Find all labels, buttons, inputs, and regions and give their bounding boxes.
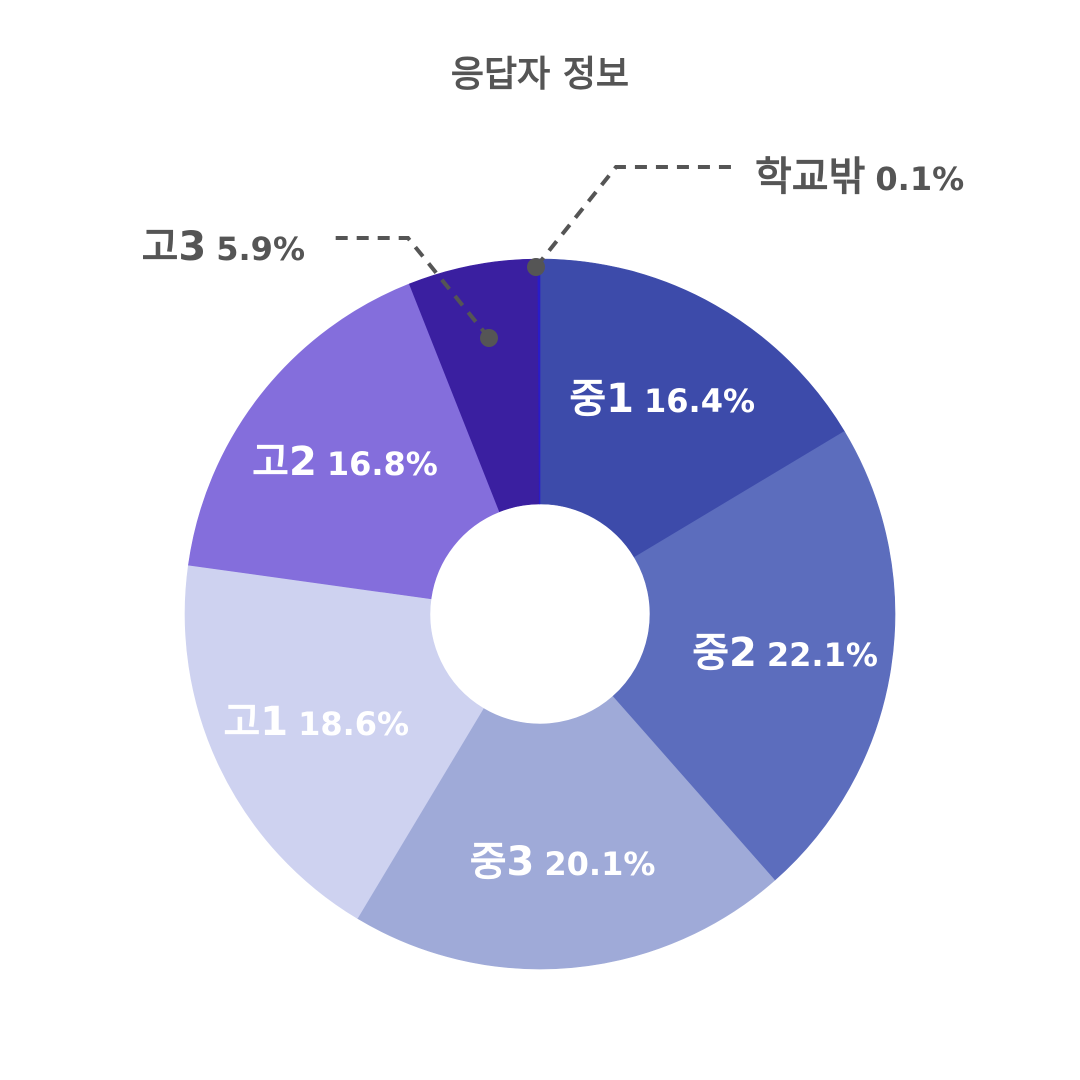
slice-label-name: 고3 xyxy=(142,224,207,270)
leader-dot-고3 xyxy=(480,329,498,347)
slice-label-name: 중2 xyxy=(692,630,757,676)
slice-label-value: 5.9% xyxy=(216,230,305,268)
slice-label-중1: 중1 16.4% xyxy=(569,376,755,422)
slice-고1 xyxy=(184,564,484,919)
slice-label-중2: 중2 22.1% xyxy=(692,630,878,676)
slice-중3 xyxy=(356,696,776,970)
leader-lines-group xyxy=(334,165,735,347)
slice-label-name: 고2 xyxy=(252,439,317,485)
slice-label-고3: 고3 5.9% xyxy=(142,224,305,270)
chart-title: 응답자 정보 xyxy=(451,54,629,95)
slice-label-고2: 고2 16.8% xyxy=(252,439,438,485)
slice-labels-group: 중1 16.4% 중2 22.1% 중3 20.1% 고1 18.6% 고2 16.8% 고3 5.9… xyxy=(142,154,965,885)
slice-label-고1: 고1 18.6% xyxy=(223,699,409,745)
slice-고2 xyxy=(188,283,500,600)
slice-label-value: 16.4% xyxy=(644,382,755,420)
slices-group xyxy=(184,258,896,970)
slice-label-value: 0.1% xyxy=(875,160,964,198)
leader-dot-학교밖 xyxy=(527,258,545,276)
slice-label-중3: 중3 20.1% xyxy=(470,839,656,885)
slice-label-name: 고1 xyxy=(223,699,288,745)
slice-label-name: 중1 xyxy=(569,376,634,422)
slice-label-name: 중3 xyxy=(470,839,535,885)
slice-label-value: 22.1% xyxy=(767,636,878,674)
slice-label-value: 18.6% xyxy=(298,705,409,743)
leader-line-고3 xyxy=(334,236,491,340)
slice-label-value: 16.8% xyxy=(327,445,438,483)
slice-label-value: 20.1% xyxy=(544,845,655,883)
slice-중2 xyxy=(612,430,896,881)
leader-line-학교밖 xyxy=(534,165,735,269)
slice-label-name: 학교밖 xyxy=(755,154,866,200)
slice-중1 xyxy=(539,258,845,558)
slice-label-학교밖: 학교밖 0.1% xyxy=(755,154,964,200)
